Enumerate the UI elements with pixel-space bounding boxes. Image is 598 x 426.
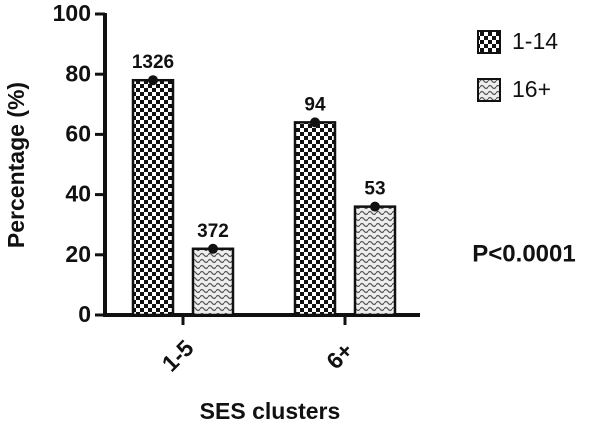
count-label: 372 bbox=[197, 221, 229, 242]
mean-dot bbox=[208, 243, 218, 254]
x-tick-label: 6+ bbox=[321, 337, 358, 374]
annotation: P<0.0001 bbox=[472, 240, 575, 267]
count-label: 1326 bbox=[132, 52, 174, 73]
y-axis-title: Percentage (%) bbox=[3, 82, 29, 248]
y-tick-label: 40 bbox=[65, 181, 91, 207]
bar bbox=[353, 205, 397, 317]
y-tick-label: 0 bbox=[78, 301, 91, 327]
legend-swatch bbox=[477, 78, 501, 102]
y-tick-label: 60 bbox=[65, 120, 91, 146]
legend-label: 1-14 bbox=[512, 28, 558, 54]
legend-label: 16+ bbox=[512, 76, 551, 102]
legend-swatch bbox=[477, 30, 501, 54]
y-tick-label: 80 bbox=[65, 60, 91, 86]
y-tick-label: 100 bbox=[53, 0, 91, 26]
y-tick-label: 20 bbox=[65, 241, 91, 267]
mean-dot bbox=[370, 201, 380, 212]
bar bbox=[191, 247, 235, 317]
x-axis-title: SES clusters bbox=[200, 398, 341, 424]
mean-dot bbox=[310, 117, 320, 128]
x-tick-label: 1-5 bbox=[157, 335, 199, 377]
bar bbox=[293, 121, 337, 317]
bar bbox=[131, 78, 175, 317]
mean-dot bbox=[148, 75, 158, 86]
count-label: 53 bbox=[364, 179, 385, 200]
count-label: 94 bbox=[304, 94, 326, 115]
